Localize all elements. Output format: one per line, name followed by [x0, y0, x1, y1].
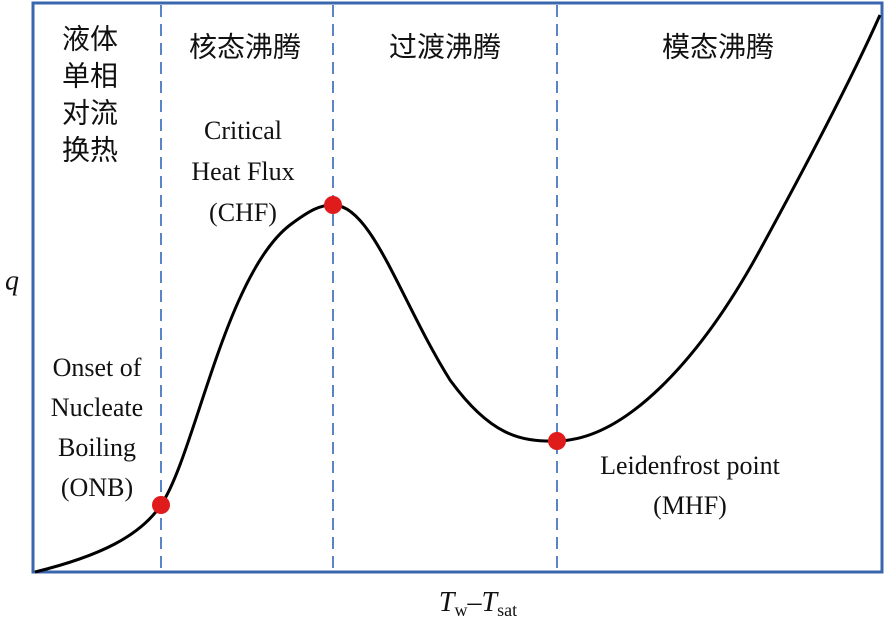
region-label: 核态沸腾 — [189, 31, 301, 63]
x-label-part: –T — [467, 587, 500, 618]
point-label: (CHF) — [209, 198, 277, 227]
plot-frame — [31, 1, 884, 574]
onb-point — [152, 496, 170, 514]
point-label: (MHF) — [653, 491, 727, 520]
region-label: 液体 — [62, 23, 118, 55]
point-label: Critical — [204, 116, 282, 145]
point-label: Leidenfrost point — [600, 451, 781, 480]
key-points — [152, 196, 566, 514]
region-label: 模态沸腾 — [662, 31, 774, 63]
point-label: (ONB) — [61, 473, 133, 502]
point-label: Nucleate — [51, 393, 143, 422]
y-axis-label: q — [5, 265, 19, 296]
x-label-part: w — [455, 600, 468, 620]
point-label: Boiling — [58, 433, 136, 462]
region-label: 对流 — [62, 97, 118, 129]
boiling-curve — [34, 14, 882, 574]
point-label: Onset of — [53, 353, 142, 382]
mhf-point — [548, 432, 566, 450]
chf-point — [324, 196, 342, 214]
x-axis-label: Tw–Tsat — [439, 587, 517, 620]
region-label: 过渡沸腾 — [389, 31, 501, 63]
x-label-part: T — [439, 587, 457, 618]
x-label-part: sat — [497, 600, 517, 620]
point-label: Heat Flux — [191, 157, 294, 186]
region-dividers — [160, 5, 558, 570]
region-label: 单相 — [62, 60, 118, 92]
region-label: 换热 — [62, 134, 118, 166]
